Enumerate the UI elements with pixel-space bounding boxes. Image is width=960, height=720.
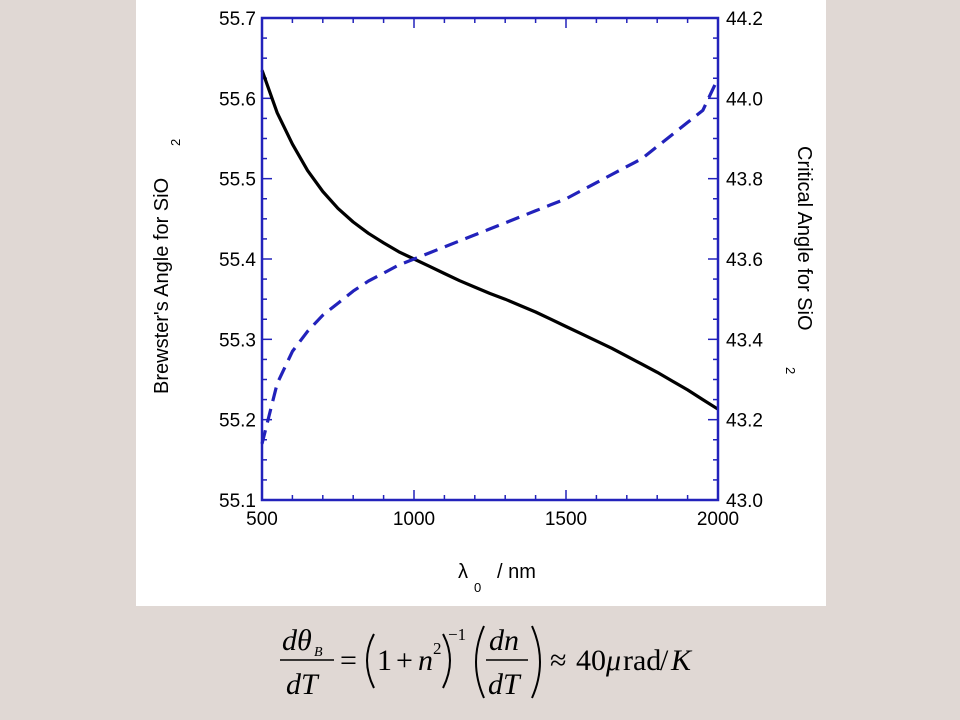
eq-paren-left-2 [475,625,485,699]
left-y-tick-label: 55.5 [219,170,256,191]
eq-factor-one: 1 [377,644,392,677]
eq-paren-left-1 [366,633,375,689]
eq-equals: = [340,644,357,677]
eq-factor-plus: + [396,644,413,677]
eq-unit-rad: rad [623,644,661,677]
eq-rhs-denominator: dT [488,668,522,701]
left-y-tick-label: 55.3 [219,330,256,351]
eq-lhs-numerator: dθ [282,624,312,657]
eq-rhs-numerator: dn [489,624,519,657]
left-y-tick-label: 55.1 [219,491,256,512]
eq-factor-exponent: 2 [433,639,442,658]
x-axis-title: λ [458,561,468,583]
eq-value: 40 [576,644,606,677]
left-y-tick-label: 55.4 [219,250,256,271]
x-tick-label: 500 [246,509,278,530]
plot-panel: 500 1000 1500 2000 55.1 55.2 55.3 55.4 55.5 55.6 5… [136,0,826,606]
eq-unit-mu: μ [605,644,621,677]
left-y-axis-title-subscript: 2 [168,139,183,146]
right-y-tick-label: 43.2 [726,411,763,432]
right-y-tick-label: 44.0 [726,89,763,110]
equation: dθ B dT = 1 + n 2 −1 dn dT ≈ 40 μ rad / … [280,624,693,701]
eq-lhs-numerator-subscript: B [314,645,323,660]
right-y-axis-title-subscript: 2 [783,367,798,374]
left-y-tick-label: 55.2 [219,411,256,432]
ticks-layer [261,17,719,501]
left-y-axis-title: Brewster's Angle for SiO [151,178,173,394]
series-layer [260,69,720,445]
x-tick-label: 1000 [393,509,435,530]
right-y-tick-label: 43.6 [726,250,763,271]
x-tick-label: 2000 [697,509,739,530]
eq-unit-K: K [670,644,693,677]
right-y-tick-label: 43.0 [726,491,763,512]
plot-frame [260,16,720,502]
right-y-tick-label: 43.4 [726,330,763,351]
right-y-tick-label: 43.8 [726,170,763,191]
eq-paren-right-2 [531,625,541,699]
x-axis-title-unit: / nm [497,561,536,583]
eq-factor-n: n [418,644,433,677]
left-y-tick-label: 55.6 [219,89,256,110]
critical-angle-line [260,77,720,445]
tick-labels-layer: 500 1000 1500 2000 55.1 55.2 55.3 55.4 55.5 55.6 5… [219,9,763,530]
right-y-tick-label: 44.2 [726,9,763,30]
eq-outer-exponent: −1 [448,625,466,644]
x-tick-label: 1500 [545,509,587,530]
chart: 500 1000 1500 2000 55.1 55.2 55.3 55.4 55.5 55.6 5… [151,9,815,595]
right-y-axis-title: Critical Angle for SiO [793,146,815,331]
eq-approx: ≈ [550,644,566,677]
brewster-angle-line [260,69,719,411]
eq-lhs-denominator: dT [286,668,320,701]
eq-paren-right-1 [442,633,451,689]
x-axis-title-subscript: 0 [474,580,481,595]
left-y-tick-label: 55.7 [219,9,256,30]
eq-unit-slash: / [660,644,669,677]
